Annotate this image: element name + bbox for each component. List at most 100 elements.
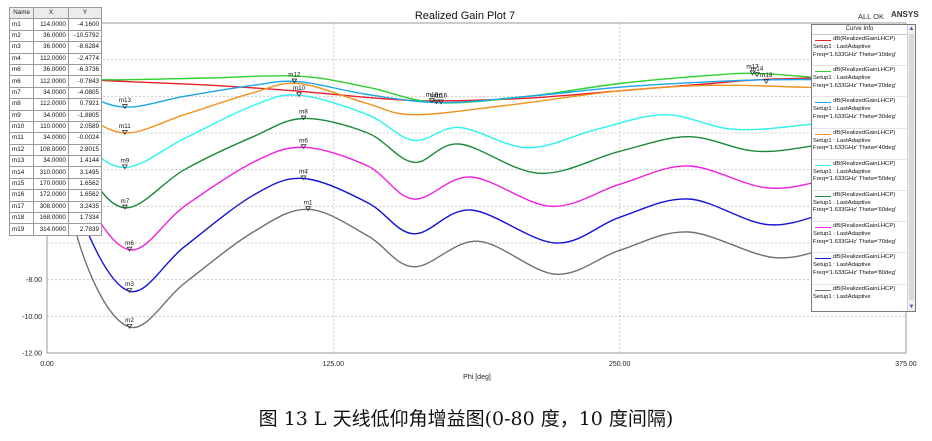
x-tick-label: 250.00	[609, 361, 631, 368]
marker-layer: m1m2m3m4m6m6m7m8m9m10m11m12m13m14m15m16m…	[119, 64, 773, 329]
scroll-down-icon[interactable]: ▼	[908, 304, 915, 310]
marker-table-header: Name X Y	[8, 6, 103, 20]
scroll-up-icon[interactable]: ▲	[908, 26, 915, 32]
legend-swatch	[815, 133, 831, 135]
legend-entry[interactable]: dB(RealizedGainLHCP) Setup1 : LastAdaptiv…	[812, 66, 907, 98]
marker-cell-y: -4.0805	[67, 86, 103, 100]
marker-row: m7 34.0000 -4.0805	[8, 86, 103, 100]
marker-triangle	[749, 70, 756, 76]
marker-triangle	[433, 99, 440, 105]
marker-cell-x: 172.0000	[33, 189, 69, 202]
marker-label: m15	[430, 93, 443, 100]
legend-entry[interactable]: dB(RealizedGainLHCP) Setup1 : LastAdaptiv…	[812, 35, 907, 67]
marker-row: m17 308.0000 3.2435	[8, 200, 103, 214]
chart-title: Realized Gain Plot 7	[415, 10, 515, 22]
marker-cell-y: 1.4144	[67, 155, 103, 168]
legend-freq: Freq='1.633GHz' Theta='60deg'	[813, 207, 896, 214]
marker-triangle	[121, 104, 128, 110]
marker-cell-name: m9	[8, 109, 35, 122]
marker-cell-x: 36.0000	[33, 63, 69, 77]
legend-entry[interactable]: dB(RealizedGainLHCP) Setup1 : LastAdaptiv…	[812, 129, 907, 160]
marker-cell-x: 34.0000	[33, 86, 69, 100]
marker-triangle	[295, 92, 302, 98]
marker-label: m9	[121, 157, 130, 164]
legend-swatch	[815, 164, 831, 166]
legend-entry[interactable]: dB(RealizedGainLHCP) Setup1 : LastAdaptiv…	[812, 222, 907, 254]
legend-entries: dB(RealizedGainLHCP) Setup1 : LastAdaptiv…	[812, 35, 907, 312]
scroll-thumb[interactable]	[909, 34, 914, 300]
series-line-8	[46, 87, 907, 329]
legend-entry[interactable]: dB(RealizedGainLHCP) Setup1 : LastAdaptiv…	[812, 285, 907, 312]
marker-cell-x: 310.0000	[33, 166, 69, 179]
legend-entry[interactable]: dB(RealizedGainLHCP) Setup1 : LastAdaptiv…	[812, 160, 907, 191]
marker-cell-name: m6	[8, 75, 35, 88]
x-axis-label: Phi [deg]	[463, 374, 491, 381]
marker-label: m2	[125, 317, 134, 324]
marker-triangle	[754, 72, 761, 78]
marker-row: m2 36.0000 -10.5792	[8, 29, 103, 43]
col-x: X	[33, 6, 69, 20]
marker-cell-y: -4.1600	[67, 18, 103, 31]
legend-swatch	[815, 289, 831, 291]
y-tick-label: -12.00	[22, 351, 42, 358]
marker-row: m13 34.0000 1.4144	[8, 155, 103, 168]
marker-cell-x: 308.0000	[33, 200, 69, 214]
marker-row: m1 114.0000 -4.1600	[8, 18, 103, 31]
legend-name: dB(RealizedGainLHCP)	[833, 285, 896, 292]
marker-cell-name: m12	[8, 143, 35, 157]
marker-triangle	[305, 206, 312, 212]
marker-triangle	[428, 98, 435, 104]
marker-cell-y: -0.7843	[67, 75, 103, 88]
marker-cell-x: 34.0000	[33, 155, 69, 168]
marker-cell-y: 1.7334	[67, 212, 103, 225]
marker-cell-name: m4	[8, 52, 35, 65]
marker-cell-name: m1	[8, 18, 35, 31]
marker-label: m7	[121, 198, 130, 205]
legend-scrollbar[interactable]: ▲ ▼	[907, 25, 915, 311]
marker-triangle	[300, 144, 307, 150]
marker-row: m11 34.0000 -0.0024	[8, 132, 103, 145]
y-tick-label: -8.00	[26, 277, 42, 284]
legend-name: dB(RealizedGainLHCP)	[833, 67, 896, 74]
legend-freq: Freq='1.633GHz' Theta='20deg'	[813, 82, 896, 89]
marker-row: m16 172.0000 1.6562	[8, 189, 103, 202]
legend-name: dB(RealizedGainLHCP)	[833, 98, 896, 105]
marker-triangle	[300, 175, 307, 181]
marker-triangle	[126, 323, 133, 329]
marker-cell-x: 112.0000	[33, 98, 69, 111]
marker-label: m4	[299, 168, 308, 175]
series-line-3	[46, 77, 907, 134]
legend-entry[interactable]: dB(RealizedGainLHCP) Setup1 : LastAdaptiv…	[812, 97, 907, 129]
legend-setup: Setup1 : LastAdaptive	[813, 231, 871, 238]
legend-swatch	[815, 195, 831, 197]
legend-freq: Freq='1.633GHz' Theta='50deg'	[813, 176, 896, 183]
series-line-2	[46, 75, 907, 108]
legend-swatch	[815, 71, 831, 73]
marker-cell-name: m13	[8, 155, 35, 168]
marker-cell-x: 170.0000	[33, 177, 69, 191]
marker-triangle	[300, 115, 307, 121]
legend-name: dB(RealizedGainLHCP)	[833, 160, 896, 167]
marker-cell-y: -6.3736	[67, 63, 103, 77]
marker-cell-name: m16	[8, 189, 35, 202]
marker-label: m8	[299, 109, 308, 116]
x-tick-label: 375.00	[895, 361, 917, 368]
legend-setup: Setup1 : LastAdaptive	[813, 106, 871, 113]
legend-swatch	[815, 40, 831, 41]
legend-entry[interactable]: dB(RealizedGainLHCP) Setup1 : LastAdaptiv…	[812, 253, 907, 285]
legend-setup: Setup1 : LastAdaptive	[813, 44, 871, 50]
legend-name: dB(RealizedGainLHCP)	[833, 254, 896, 261]
legend-setup: Setup1 : LastAdaptive	[813, 168, 871, 175]
legend-entry[interactable]: dB(RealizedGainLHCP) Setup1 : LastAdaptiv…	[812, 191, 907, 223]
series-line-7	[46, 85, 907, 293]
series-line-6	[46, 83, 907, 251]
marker-cell-y: 2.0589	[67, 120, 103, 134]
legend-name: dB(RealizedGainLHCP)	[833, 191, 896, 198]
col-name: Name	[8, 6, 35, 20]
marker-cell-y: 2.8015	[67, 143, 103, 157]
marker-cell-y: -10.5792	[67, 29, 103, 43]
tick-layer: 0.00 125.00 250.00 375.00 -12.00 -10.00 -8.00	[22, 277, 917, 368]
legend-setup: Setup1 : LastAdaptive	[813, 199, 871, 206]
series-layer	[46, 72, 907, 329]
curve-info-legend[interactable]: Curve Info dB(RealizedGainLHCP) Setup1 : …	[811, 24, 916, 312]
